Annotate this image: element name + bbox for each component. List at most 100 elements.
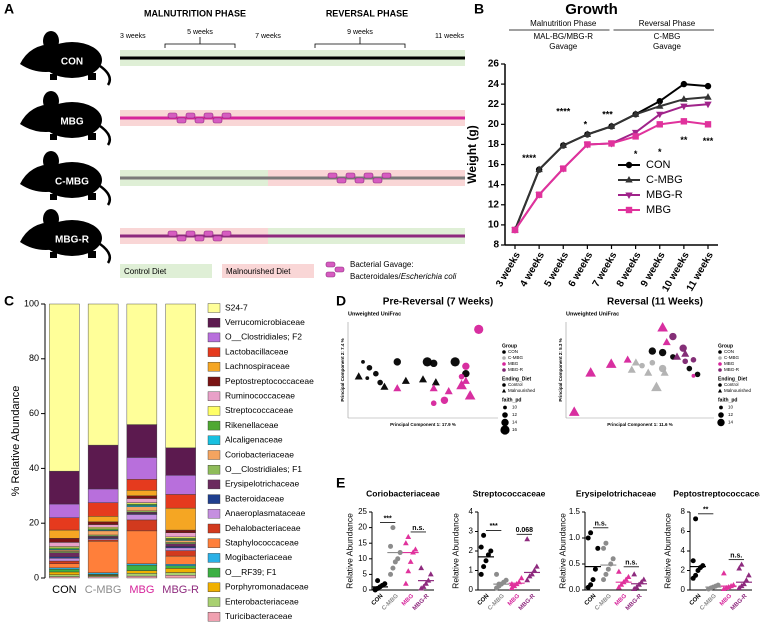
legend-label: 12: [728, 412, 734, 417]
chart-title: Growth: [565, 1, 618, 18]
bar-segment: [165, 494, 196, 509]
data-point: [610, 556, 616, 562]
data-point: [605, 358, 617, 368]
legend-marker: [502, 356, 506, 360]
legend-label: CON: [646, 159, 671, 171]
significance: ****: [556, 107, 571, 117]
data-point: [464, 390, 476, 400]
x-tick-label: CON: [477, 593, 491, 607]
data-point: [660, 368, 669, 376]
legend-label: Staphylococcaceae: [225, 537, 299, 547]
legend-swatch: [207, 406, 221, 416]
data-point: [388, 571, 394, 577]
y-tick-label: 8: [493, 240, 499, 251]
chart-title: Pre-Reversal (7 Weeks): [383, 297, 493, 308]
timepoint: 9 weeks: [347, 29, 373, 36]
legend-label: Enterobacteriaceae: [225, 596, 299, 606]
data-point: [590, 577, 596, 583]
data-point: [382, 581, 388, 587]
data-point: [601, 577, 607, 583]
x-tick-label: C-MBG: [381, 593, 400, 612]
data-point: [656, 102, 664, 109]
data-point: [639, 362, 645, 369]
legend-swatch: [207, 494, 221, 504]
data-point: [375, 578, 381, 584]
data-point: [631, 110, 640, 117]
x-axis-label: Principal Component 1: 17.9 %: [390, 422, 456, 427]
data-point: [680, 103, 688, 111]
bar-segment: [87, 516, 119, 523]
bar-segment: [165, 536, 196, 539]
legend-label: Bacterial Gavage:: [350, 260, 414, 269]
legend-swatch: [207, 362, 221, 372]
bar-segment: [87, 502, 119, 517]
bar-segment: [49, 558, 80, 562]
significance: n.s.: [730, 552, 742, 559]
legend-swatch: [207, 567, 221, 578]
legend-title: Ending_Diet: [718, 376, 748, 382]
legend-marker: [718, 368, 722, 372]
bar-segment: [87, 576, 119, 579]
bar-segment: [165, 547, 196, 551]
legend-label: Control: [508, 382, 523, 387]
data-point: [431, 378, 440, 386]
legend-label: Turicibacteraceae: [225, 611, 293, 621]
legend-label: Streptococcaceae: [225, 405, 293, 415]
y-tick-label: 1.5: [569, 507, 581, 516]
data-point: [738, 561, 745, 567]
data-point: [393, 384, 402, 392]
y-axis-label: Principal Component 2: 5.3 %: [558, 338, 563, 401]
legend-swatch: [207, 318, 221, 328]
legend-label: 12: [512, 412, 518, 417]
data-point: [720, 570, 727, 576]
bar-segment: [165, 532, 196, 538]
legend-label: Anaeroplasmataceae: [225, 508, 306, 518]
y-tick-label: 3: [469, 527, 474, 536]
legend-label: Lachnospiraceae: [225, 361, 290, 371]
data-point: [656, 98, 663, 105]
bar-segment: [87, 539, 119, 542]
legend-label: Lactobacillaceae: [225, 346, 289, 356]
legend-label: MBG-R: [724, 367, 740, 372]
legend-label: C-MBG: [646, 174, 683, 186]
data-point: [365, 376, 370, 381]
legend-swatch: [207, 376, 221, 387]
legend-label: MBG-R: [646, 189, 683, 201]
significance: ***: [384, 515, 392, 522]
phase-label: Malnutrition Phase: [530, 19, 597, 28]
data-point: [704, 121, 712, 128]
data-point: [478, 544, 484, 550]
data-point: [592, 566, 598, 572]
data-point: [656, 121, 663, 128]
data-point: [440, 396, 449, 404]
legend-marker: [502, 368, 506, 372]
bar-segment: [126, 510, 158, 513]
data-point: [388, 543, 394, 549]
bar-segment: [49, 551, 80, 553]
data-point: [715, 582, 721, 588]
phase-label: Reversal Phase: [639, 19, 696, 28]
bar-segment: [49, 542, 80, 547]
legend-label: Dehalobacteriaceae: [225, 523, 301, 533]
legend-size: [503, 405, 507, 410]
bar-segment: [49, 470, 80, 505]
data-point: [430, 359, 438, 368]
data-point: [631, 571, 638, 577]
data-point: [623, 576, 629, 582]
data-point: [633, 584, 640, 590]
data-point: [485, 552, 491, 558]
bar-segment: [126, 457, 158, 480]
y-tick-label: 60: [29, 408, 39, 418]
legend-label: 16: [512, 427, 518, 432]
legend-swatch: [207, 612, 221, 622]
data-point: [418, 565, 425, 571]
data-point: [462, 362, 470, 371]
y-tick-label: 12: [488, 199, 500, 210]
bar-segment: [165, 447, 196, 476]
bar-segment: [126, 563, 158, 566]
data-point: [640, 576, 647, 582]
legend-swatch: [207, 538, 221, 548]
y-tick-label: 0: [34, 572, 39, 582]
bar-segment: [126, 519, 158, 532]
bar-segment: [165, 303, 196, 449]
